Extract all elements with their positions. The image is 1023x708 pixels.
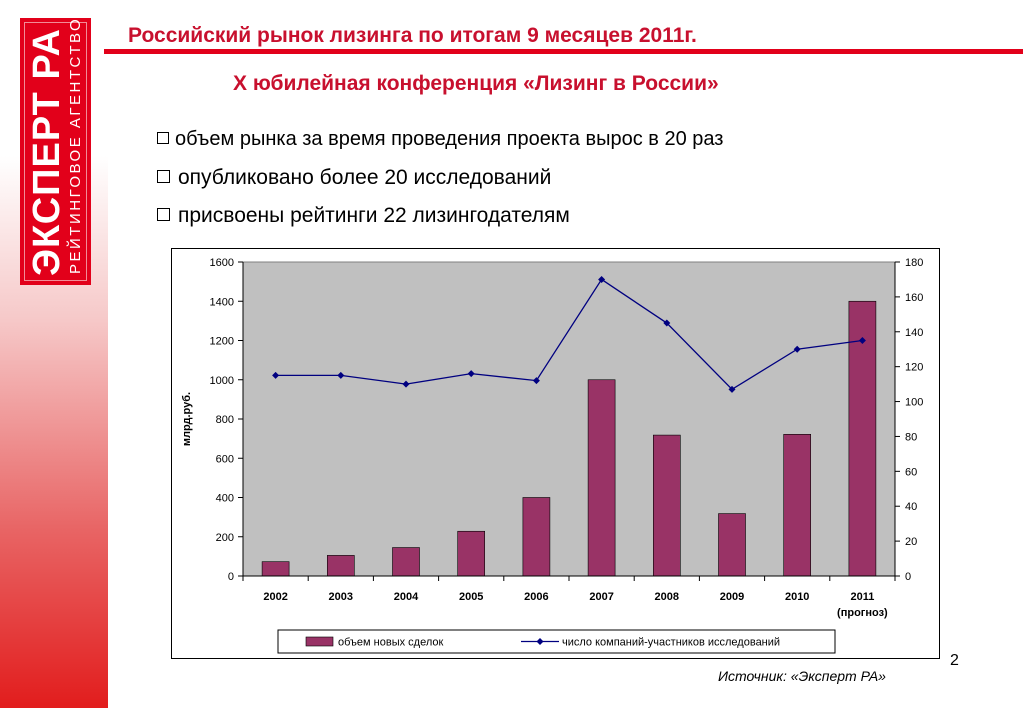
y-left-tick-label: 400 xyxy=(216,493,234,505)
line-point-2010 xyxy=(793,345,801,353)
x-tick-label-2005: 2005 xyxy=(459,591,483,603)
y-left-tick-label: 1200 xyxy=(210,336,234,348)
y-right-tick-label: 60 xyxy=(905,466,917,478)
logo-frame xyxy=(24,22,87,281)
bar-2010 xyxy=(783,434,812,577)
legend-line-label: число компаний-участников исследований xyxy=(562,637,780,649)
x-tick-label-2003: 2003 xyxy=(329,591,353,603)
y-right-tick-label: 160 xyxy=(905,292,923,304)
bullet-item: объем рынка за время проведения проекта … xyxy=(157,128,723,166)
legend-bar-label: объем новых сделок xyxy=(338,637,443,649)
y-left-tick-label: 0 xyxy=(228,571,234,583)
bar-series xyxy=(261,300,877,577)
y-left-tick-label: 1400 xyxy=(210,296,234,308)
line-point-2009 xyxy=(728,385,736,393)
bar-2007 xyxy=(587,379,616,577)
x-tick-label-2007: 2007 xyxy=(589,591,613,603)
x-tick-note: (прогноз) xyxy=(837,607,888,619)
bullet-text: опубликовано более 20 исследований xyxy=(178,166,552,189)
page-number: 2 xyxy=(950,652,959,669)
line-point-2011 xyxy=(858,337,866,344)
bar-2005 xyxy=(457,530,486,577)
y-right-tick-label: 80 xyxy=(905,431,917,443)
y-right-tick-label: 120 xyxy=(905,362,923,374)
bar-2009 xyxy=(718,513,746,577)
checkbox-bullet-icon xyxy=(157,170,170,183)
checkbox-bullet-icon xyxy=(157,208,170,221)
chart-labels: 0 200 400 600 800 1000 1200 1400 1600 0 20 40 60 80 10… xyxy=(181,257,923,619)
line-point-2005 xyxy=(467,370,475,378)
x-tick-label-2004: 2004 xyxy=(394,591,419,603)
y-right-tick-label: 40 xyxy=(905,501,917,513)
chart-axes xyxy=(238,261,900,581)
title-divider xyxy=(104,49,1023,54)
line-point-2004 xyxy=(402,380,410,388)
y-right-tick-label: 140 xyxy=(905,327,923,339)
line-point-2002 xyxy=(272,371,280,379)
line-point-2008 xyxy=(663,319,671,327)
line-point-2007 xyxy=(598,275,606,283)
y-right-tick-label: 180 xyxy=(905,257,923,269)
line-series xyxy=(272,275,866,393)
source-note: Источник: «Эксперт РА» xyxy=(718,668,886,684)
checkbox-bullet-icon xyxy=(157,132,169,144)
bullet-text: присвоены рейтинги 22 лизингодателям xyxy=(178,204,570,227)
y-left-tick-label: 1000 xyxy=(210,375,234,387)
y-left-tick-label: 1600 xyxy=(210,257,234,269)
line-point-2006 xyxy=(532,377,540,385)
page-title: Российский рынок лизинга по итогам 9 мес… xyxy=(128,24,697,47)
y-axis-label: млрд.руб. xyxy=(181,392,193,446)
y-right-tick-label: 0 xyxy=(905,571,911,583)
bullet-list: объем рынка за время проведения проекта … xyxy=(157,128,723,242)
bar-2003 xyxy=(327,555,355,577)
chart-legend: объем новых сделок число компаний-участни… xyxy=(277,629,836,654)
expert-ra-logo: ЭКСПЕРТ РА РЕЙТИНГОВОЕ АГЕНТСТВО xyxy=(20,16,91,285)
bar-2004 xyxy=(392,547,420,577)
line-path xyxy=(275,278,863,391)
line-point-2003 xyxy=(337,371,345,379)
bar-2002 xyxy=(261,561,290,577)
x-tick-label-2008: 2008 xyxy=(655,591,679,603)
x-tick-label-2010: 2010 xyxy=(785,591,809,603)
slide-subtitle: X юбилейная конференция «Лизинг в России… xyxy=(233,72,719,95)
bar-2006 xyxy=(522,497,551,577)
legend-bar-swatch xyxy=(305,636,334,647)
y-left-tick-label: 200 xyxy=(216,532,234,544)
x-tick-label-2011: 2011 xyxy=(850,591,874,603)
y-right-tick-label: 100 xyxy=(905,397,923,409)
bullet-item: опубликовано более 20 исследований xyxy=(157,166,723,204)
bar-2011 xyxy=(848,300,877,577)
y-left-tick-label: 800 xyxy=(216,414,234,426)
logo-sub-text: РЕЙТИНГОВОЕ АГЕНТСТВО xyxy=(67,16,84,274)
y-right-tick-label: 20 xyxy=(905,536,917,548)
bullet-item: присвоены рейтинги 22 лизингодателям xyxy=(157,204,723,242)
bullet-text: объем рынка за время проведения проекта … xyxy=(175,128,724,150)
x-tick-label-2009: 2009 xyxy=(720,591,744,603)
logo-main-text: ЭКСПЕРТ РА xyxy=(26,28,68,276)
x-tick-label-2006: 2006 xyxy=(524,591,548,603)
y-left-tick-label: 600 xyxy=(216,453,234,465)
bar-2008 xyxy=(652,434,681,577)
x-tick-label-2002: 2002 xyxy=(263,591,287,603)
leasing-market-chart: 0 200 400 600 800 1000 1200 1400 1600 0 20 40 60 80 10… xyxy=(181,257,923,654)
legend-line-marker xyxy=(536,638,544,645)
